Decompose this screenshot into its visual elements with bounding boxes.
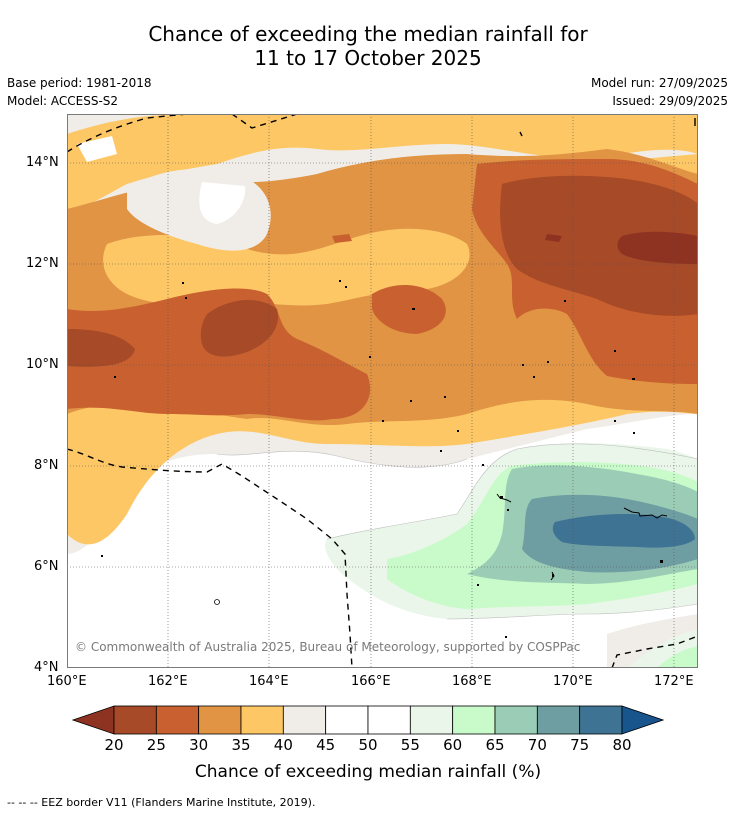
lon-label-166: 166°E [351, 674, 391, 689]
contour-lines [216, 443, 698, 620]
colorbar-tick-label: 50 [358, 736, 378, 754]
issued-date: Issued: 29/09/2025 [612, 94, 728, 108]
colorbar-cell [452, 705, 496, 735]
title-line-1: Chance of exceeding the median rainfall … [148, 22, 588, 46]
rainfall-map [67, 114, 698, 668]
zone-60-65-corner [657, 646, 698, 668]
zone-35-40-pocket [103, 228, 470, 306]
colorbar-high-arrow [621, 705, 664, 735]
colorbar-tick-label: 60 [443, 736, 463, 754]
map-title: Chance of exceeding the median rainfall … [0, 22, 736, 70]
colorbar-tick-label: 80 [612, 736, 632, 754]
zone-below-20-dot [545, 234, 562, 242]
zone-20-25-west [67, 329, 135, 367]
lon-label-162: 162°E [148, 674, 188, 689]
colorbar-cell [325, 705, 369, 735]
colorbar-cell [240, 705, 284, 735]
model-run: Model run: 27/09/2025 [590, 76, 728, 90]
lat-label-6: 6°N [34, 559, 59, 574]
map-canvas [67, 114, 698, 668]
colorbar-tick-label: 45 [316, 736, 336, 754]
zone-75-80 [552, 514, 695, 548]
model-name: Model: ACCESS-S2 [7, 94, 119, 108]
lon-label-160: 160°E [47, 674, 87, 689]
base-period: Base period: 1981-2018 [7, 76, 152, 90]
lon-label-164: 164°E [249, 674, 289, 689]
lon-label-172: 172°E [654, 674, 694, 689]
colorbar-cell [282, 705, 327, 735]
colorbar-cell [367, 705, 411, 735]
copyright-notice: © Commonwealth of Australia 2025, Bureau… [75, 640, 581, 654]
title-line-2: 11 to 17 October 2025 [254, 46, 482, 70]
eez-ticks [519, 118, 696, 137]
graticule [67, 114, 698, 668]
eez-borders [67, 114, 698, 668]
zone-45-50-corner [77, 136, 117, 162]
zone-25-30-dot [332, 234, 352, 243]
island-marks [101, 280, 668, 638]
lat-label-14: 14°N [26, 155, 59, 170]
lon-label-168: 168°E [452, 674, 492, 689]
colorbar-tick-label: 55 [400, 736, 420, 754]
zone-below-20 [617, 231, 698, 264]
colorbar-tick-label: 70 [527, 736, 547, 754]
map-frame [67, 114, 698, 668]
colorbar-tick-label: 25 [146, 736, 166, 754]
colorbar-tick-label: 20 [104, 736, 124, 754]
zone-45-50-pocket [199, 182, 246, 224]
colorbar-tick-label: 35 [231, 736, 251, 754]
colorbar-tick-label: 65 [485, 736, 505, 754]
meta-right: Model run: 27/09/2025 Issued: 29/09/2025 [591, 74, 728, 110]
zone-20-25-east [500, 175, 698, 316]
lon-label-170: 170°E [553, 674, 593, 689]
colorbar-tick-label: 30 [189, 736, 209, 754]
lat-label-8: 8°N [34, 458, 59, 473]
colorbar-cell [579, 705, 623, 735]
lat-label-10: 10°N [26, 357, 59, 372]
colorbar-tick-label: 40 [273, 736, 293, 754]
colorbar-cells [113, 705, 623, 735]
colorbar-cell [155, 705, 200, 735]
lat-label-12: 12°N [26, 256, 59, 271]
colorbar-cell [198, 705, 242, 735]
colorbar-cell [536, 705, 581, 735]
colorbar-tick-label: 75 [570, 736, 590, 754]
colorbar [72, 705, 664, 735]
colorbar-cell [113, 705, 157, 735]
eez-footer-note: -- -- -- EEZ border V11 (Flanders Marine… [7, 796, 316, 809]
lat-label-4: 4°N [34, 660, 59, 675]
colorbar-title: Chance of exceeding median rainfall (%) [194, 762, 542, 782]
colorbar-cell [409, 705, 454, 735]
zone-20-25-west-2 [200, 299, 278, 357]
meta-left: Base period: 1981-2018 Model: ACCESS-S2 [7, 74, 152, 110]
colorbar-cell [494, 705, 538, 735]
colorbar-low-arrow [72, 705, 115, 735]
zone-25-30-center [372, 284, 446, 334]
